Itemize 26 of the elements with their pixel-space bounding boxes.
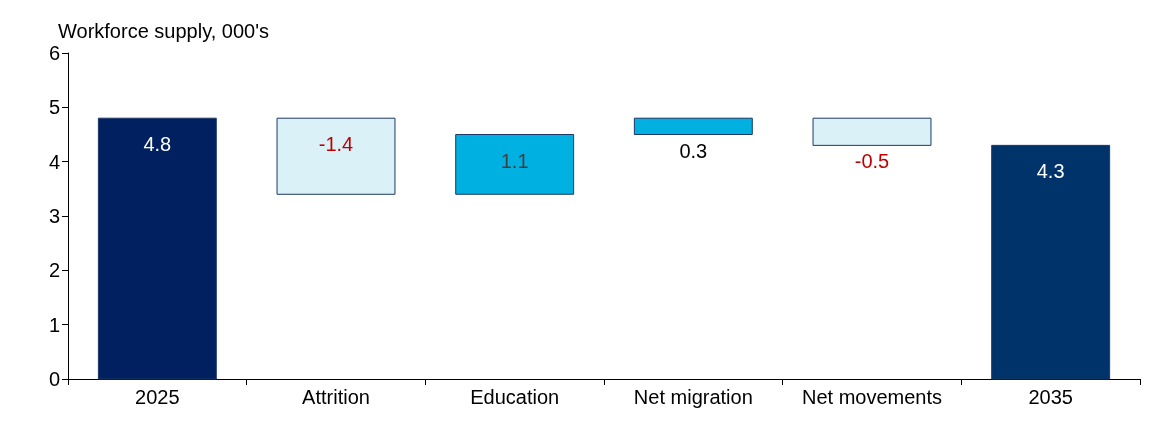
y-tick-label: 3: [48, 205, 60, 227]
x-tick-label: Education: [470, 386, 560, 408]
x-tick-label: Net movements: [801, 386, 943, 408]
x-tick-label: Attrition: [302, 386, 370, 408]
data-label: -0.5: [854, 150, 890, 173]
x-tick-label: 2025: [135, 386, 180, 408]
data-label: 0.3: [679, 139, 708, 162]
y-tick-label: 6: [48, 42, 60, 64]
bar: [276, 117, 396, 195]
y-tick-label: 2: [48, 259, 60, 282]
bar: [991, 144, 1111, 380]
y-axis-title: Workforce supply, 000's: [58, 20, 269, 42]
y-tick-label: 4: [48, 150, 60, 173]
y-tick-label: 5: [48, 96, 60, 119]
x-tick-label: Net migration: [633, 386, 753, 408]
y-tick-label: 1: [48, 313, 60, 336]
data-label: 4.8: [143, 133, 172, 156]
data-label: -1.4: [318, 133, 354, 156]
bar: [812, 117, 932, 146]
x-tick-label: 2035: [1028, 386, 1073, 408]
bar: [633, 117, 753, 135]
y-tick-label: 0: [48, 368, 60, 390]
data-label: 4.3: [1036, 160, 1065, 183]
bar: [97, 117, 217, 380]
bar: [455, 134, 575, 195]
data-label: 1.1: [500, 149, 529, 172]
